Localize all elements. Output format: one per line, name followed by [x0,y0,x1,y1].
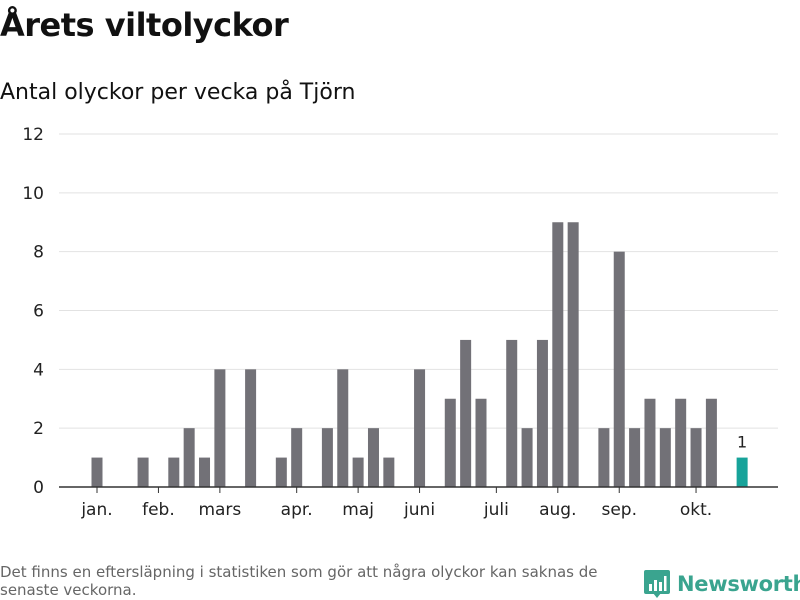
y-tick-label: 10 [22,184,44,204]
bar [383,457,395,487]
chart-title: Årets viltolyckor [0,6,289,44]
y-tick-label: 6 [33,302,44,322]
x-tick-label: sep. [601,500,637,520]
y-tick-label: 2 [33,419,44,439]
bar-chart: 0 2 4 6 8 10 12 1 jan. feb. mars apr. maj juni juli a… [22,125,778,520]
y-tick-label: 8 [33,243,44,263]
bar [659,428,671,487]
bar [183,428,195,487]
bar [613,251,625,487]
brand-name: Newsworthy [677,572,800,596]
brand-logo: Newsworthy [644,568,800,600]
bar [168,457,180,487]
bar [352,457,364,487]
bar [91,457,103,487]
bar [552,222,564,487]
y-tick-label: 4 [33,360,44,380]
data-label: 1 [737,433,747,452]
bar [367,428,379,487]
bar [321,428,333,487]
bar [675,398,687,487]
bar [337,369,349,487]
x-tick-label: okt. [680,500,712,520]
x-tick-label: apr. [281,500,313,520]
bar [567,222,579,487]
gridlines [59,133,778,429]
x-tick-label: aug. [539,500,576,520]
bar [137,457,149,487]
y-axis-ticks: 0 2 4 6 8 10 12 [22,125,44,498]
x-tick-label: mars [198,500,241,520]
y-tick-label: 0 [33,478,44,498]
newsworthy-logo-icon [644,570,670,598]
bar [506,339,518,487]
bar [444,398,456,487]
bar [214,369,226,487]
bar [598,428,610,487]
data-labels: 1 [737,433,747,452]
x-axis-ticks: jan. feb. mars apr. maj juni juli aug. sep. okt. [80,487,712,520]
bar [291,428,303,487]
bar [245,369,257,487]
y-tick-label: 12 [22,125,44,145]
footnote: Det finns en eftersläpning i statistiken… [0,563,598,599]
bar [275,457,287,487]
bar [690,428,702,487]
bars [91,222,748,487]
bar [536,339,548,487]
bar [629,428,641,487]
bar [460,339,472,487]
x-tick-label: juli [483,500,509,520]
bar [199,457,211,487]
bar [705,398,717,487]
x-tick-label: maj [342,500,374,520]
x-tick-label: juni [403,500,435,520]
x-tick-label: feb. [142,500,175,520]
bar [414,369,426,487]
chart-subtitle: Antal olyckor per vecka på Tjörn [0,80,356,105]
bar [644,398,656,487]
bar [475,398,487,487]
bar [521,428,533,487]
bar [736,457,748,487]
x-tick-label: jan. [80,500,112,520]
